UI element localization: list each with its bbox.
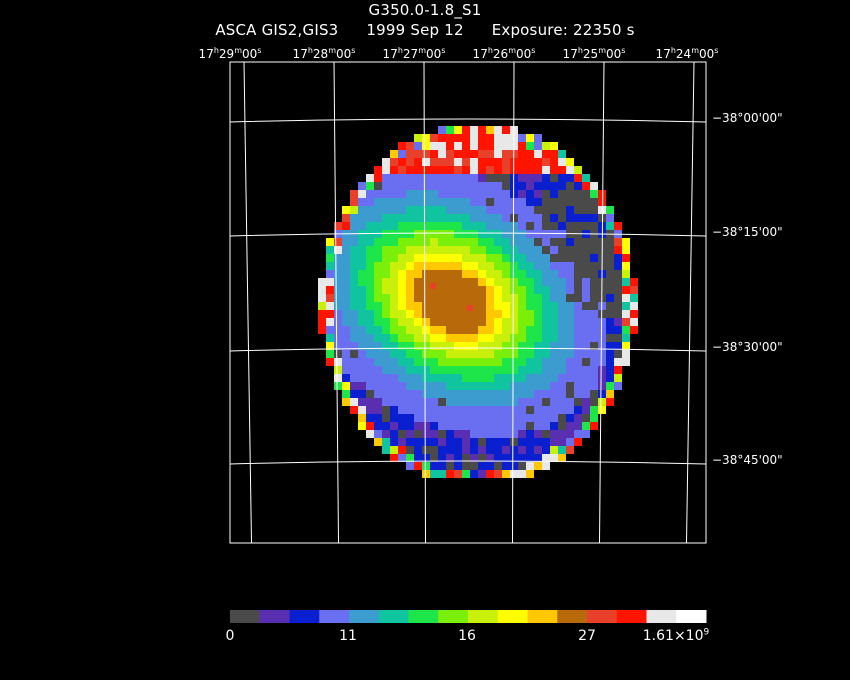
- colorbar-swatch: [408, 610, 439, 623]
- colorbar-swatch: [230, 610, 261, 623]
- colorbar-swatch: [259, 610, 290, 623]
- colorbar-swatch: [468, 610, 499, 623]
- ra-tick-label: 17h24m00s: [655, 46, 719, 62]
- colorbar-swatch: [319, 610, 350, 623]
- colorbar-swatch: [349, 610, 380, 623]
- ra-tick-label: 17h27m00s: [382, 46, 446, 62]
- colorbar-label-16: 16: [458, 628, 476, 644]
- dec-tick-label: −38°30'00": [712, 340, 783, 354]
- colorbar-swatch: [616, 610, 647, 623]
- instrument-label: ASCA GIS2,GIS3: [215, 21, 339, 39]
- ra-tick-label: 17h28m00s: [292, 46, 356, 62]
- colorbar-swatch: [438, 610, 469, 623]
- colorbar: [230, 610, 707, 623]
- exposure-label: Exposure: 22350 s: [491, 21, 635, 39]
- colorbar-swatch: [587, 610, 618, 623]
- colorbar-swatch: [676, 610, 707, 623]
- colorbar-swatch: [557, 610, 588, 623]
- dec-tick-label: −38°45'00": [712, 453, 783, 467]
- colorbar-swatch: [646, 610, 677, 623]
- ra-tick-label: 17h25m00s: [562, 46, 626, 62]
- observation-info: ASCA GIS2,GIS3 1999 Sep 12 Exposure: 22350…: [0, 21, 850, 39]
- colorbar-label-min: 0: [225, 628, 235, 644]
- coordinate-grid: [229, 61, 707, 544]
- colorbar-swatch: [378, 610, 409, 623]
- colorbar-swatch: [497, 610, 528, 623]
- image-title: G350.0-1.8_S1: [368, 1, 482, 19]
- colorbar-label-max: 1.61×109: [642, 627, 710, 644]
- colorbar-label-27: 27: [578, 628, 596, 644]
- intensity-map: [318, 126, 638, 478]
- dec-tick-label: −38°15'00": [712, 225, 783, 239]
- colorbar-swatch: [527, 610, 558, 623]
- ra-tick-label: 17h29m00s: [198, 46, 262, 62]
- colorbar-label-11: 11: [339, 628, 357, 644]
- colorbar-swatch: [289, 610, 320, 623]
- date-label: 1999 Sep 12: [366, 21, 464, 39]
- ra-tick-label: 17h26m00s: [472, 46, 536, 62]
- dec-tick-label: −38°00'00": [712, 111, 783, 125]
